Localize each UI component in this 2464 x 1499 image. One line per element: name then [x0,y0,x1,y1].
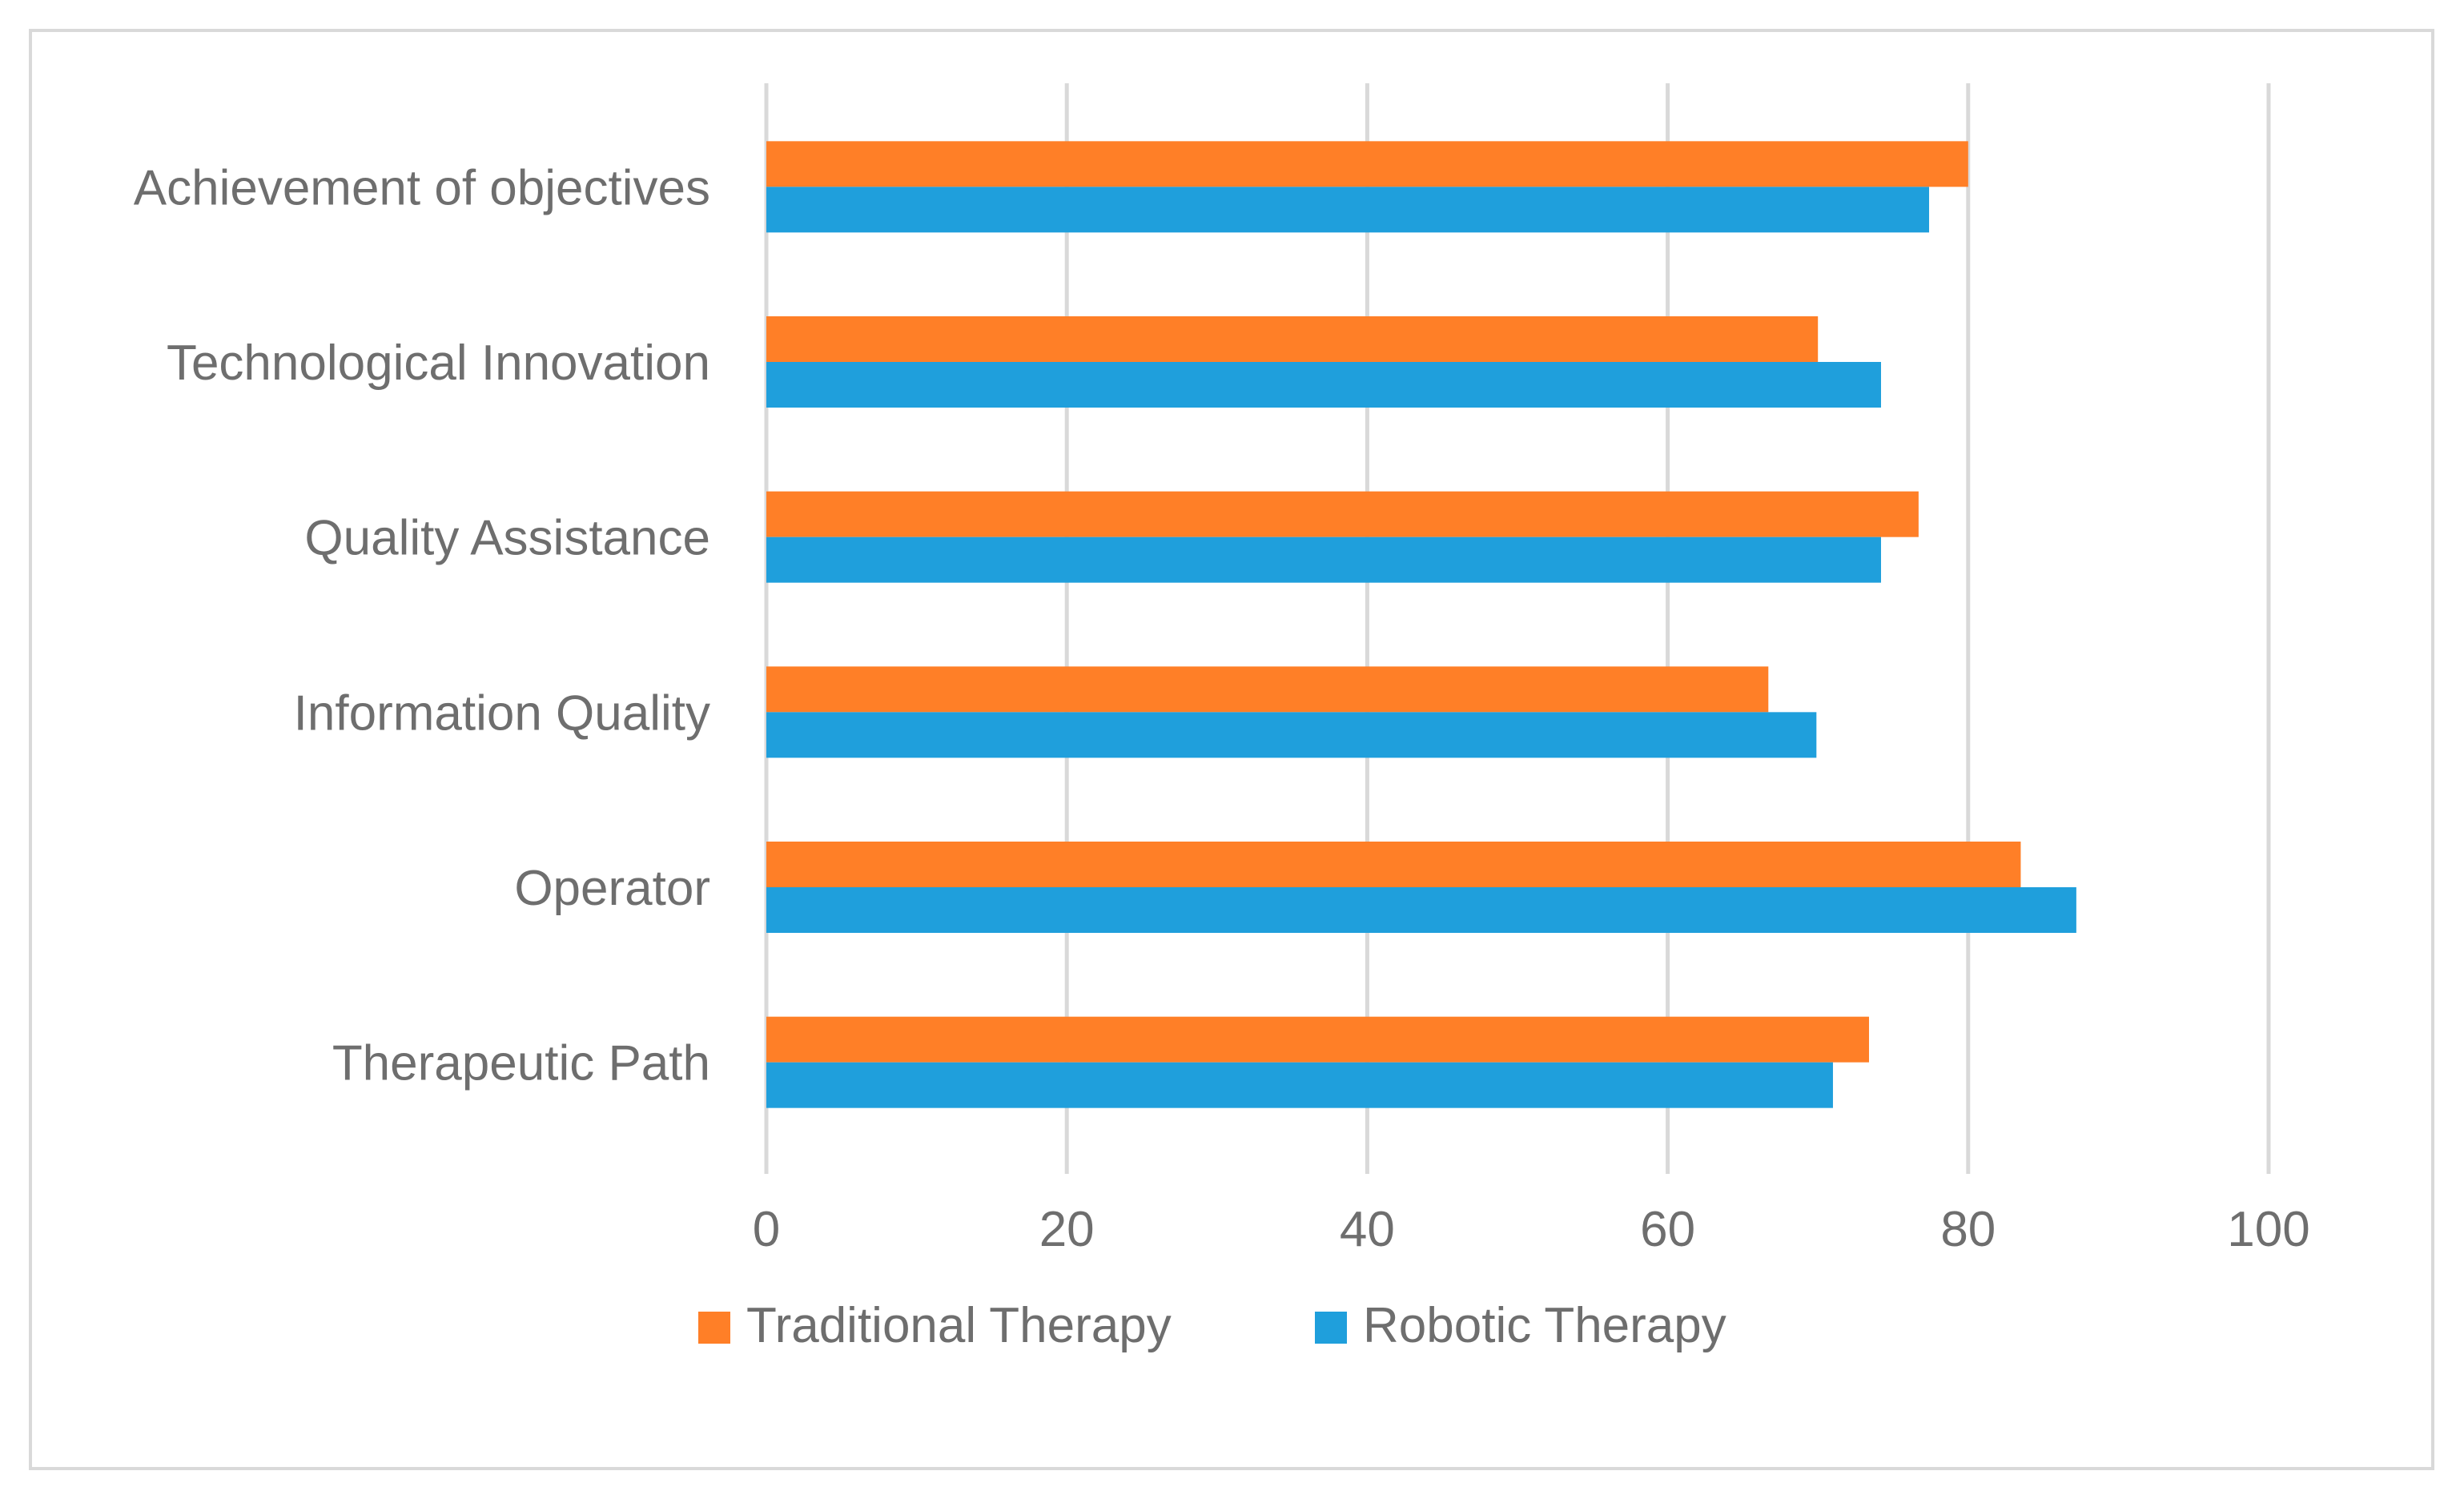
x-tick-label: 40 [1340,1202,1395,1257]
legend: Traditional Therapy Robotic Therapy [698,1298,1726,1353]
x-tick-label: 20 [1039,1202,1095,1257]
x-tick-label: 0 [753,1202,780,1257]
chart-frame: Achievement of objectives Technological I… [29,29,2434,1470]
category-label: Therapeutic Path [332,1036,710,1091]
x-tick-label: 60 [1640,1202,1695,1257]
category-label: Technological Innovation [167,336,710,391]
x-tick-label: 80 [1940,1202,1996,1257]
bar-traditional [766,316,1819,362]
bar-traditional [766,666,1769,713]
bar-traditional [766,141,1968,187]
bar-robotic [766,537,1881,583]
x-tick-labels: 0 20 40 60 80 100 [753,1202,2310,1257]
legend-swatch [1315,1312,1347,1344]
category-label: Information Quality [294,685,710,741]
bar-robotic [766,887,2076,933]
bar-robotic [766,1062,1833,1108]
bar-traditional [766,842,2021,887]
bar-robotic [766,187,1930,233]
category-label: Operator [514,861,710,916]
bars [766,141,2076,1108]
bar-traditional [766,491,1919,537]
bar-robotic [766,362,1881,408]
bar-robotic [766,712,1817,758]
category-label: Quality Assistance [304,511,710,566]
bar-traditional [766,1016,1869,1063]
legend-label: Traditional Therapy [746,1298,1172,1353]
legend-label: Robotic Therapy [1363,1298,1726,1353]
gridlines [764,83,2271,1174]
chart-svg: Achievement of objectives Technological I… [134,83,2310,1353]
legend-swatch [698,1312,730,1344]
x-tick-label: 100 [2227,1202,2309,1257]
category-labels: Achievement of objectives Technological I… [134,160,710,1091]
category-label: Achievement of objectives [134,160,710,215]
